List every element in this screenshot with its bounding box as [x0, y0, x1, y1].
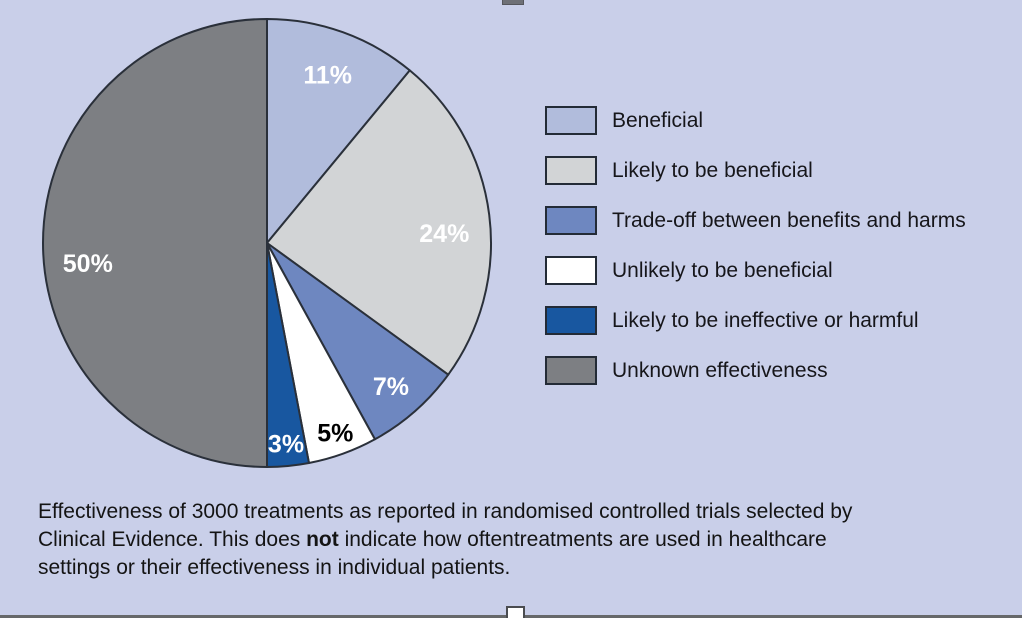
selection-handle-bottom[interactable] [506, 606, 525, 618]
caption-line-0: Effectiveness of 3000 treatments as repo… [38, 500, 853, 523]
pie-percent-label-1: 24% [419, 220, 469, 248]
legend-item-1: Likely to be beneficial [545, 156, 966, 185]
legend-label-3: Unlikely to be beneficial [612, 258, 833, 282]
legend-label-1: Likely to be beneficial [612, 158, 813, 182]
pie-slice-5 [42, 18, 268, 468]
legend-item-0: Beneficial [545, 106, 966, 135]
caption-line-2: settings or their effectiveness in indiv… [38, 556, 511, 579]
legend-item-5: Unknown effectiveness [545, 356, 966, 385]
legend-label-5: Unknown effectiveness [612, 358, 828, 382]
legend-swatch-1 [545, 156, 597, 185]
legend-swatch-5 [545, 356, 597, 385]
chart-caption: Effectiveness of 3000 treatments as repo… [38, 498, 1018, 582]
selection-handle-top[interactable] [502, 0, 524, 5]
pie-percent-label-0: 11% [303, 61, 352, 89]
pie-percent-label-3: 5% [317, 420, 353, 448]
legend-item-4: Likely to be ineffective or harmful [545, 306, 966, 335]
legend: Beneficial Likely to be beneficial Trade-o… [545, 106, 966, 406]
legend-label-0: Beneficial [612, 108, 704, 132]
legend-item-2: Trade-off between benefits and harms [545, 206, 966, 235]
legend-item-3: Unlikely to be beneficial [545, 256, 966, 285]
legend-label-2: Trade-off between benefits and harms [612, 208, 966, 232]
legend-swatch-3 [545, 256, 597, 285]
pie-percent-label-5: 50% [63, 250, 113, 278]
caption-line-1: Clinical Evidence. This does not indicat… [38, 528, 827, 551]
legend-label-4: Likely to be ineffective or harmful [612, 308, 919, 332]
legend-swatch-2 [545, 206, 597, 235]
legend-swatch-4 [545, 306, 597, 335]
pie-percent-label-2: 7% [373, 373, 409, 401]
pie-chart-svg: 11% 24% 7% 5% 3% 50% [42, 18, 492, 468]
pie-percent-label-4: 3% [268, 431, 304, 459]
legend-swatch-0 [545, 106, 597, 135]
pie-slice-1 [266, 69, 492, 376]
pie-chart: 11% 24% 7% 5% 3% 50% [40, 16, 494, 470]
pie-slice-0 [266, 18, 411, 244]
